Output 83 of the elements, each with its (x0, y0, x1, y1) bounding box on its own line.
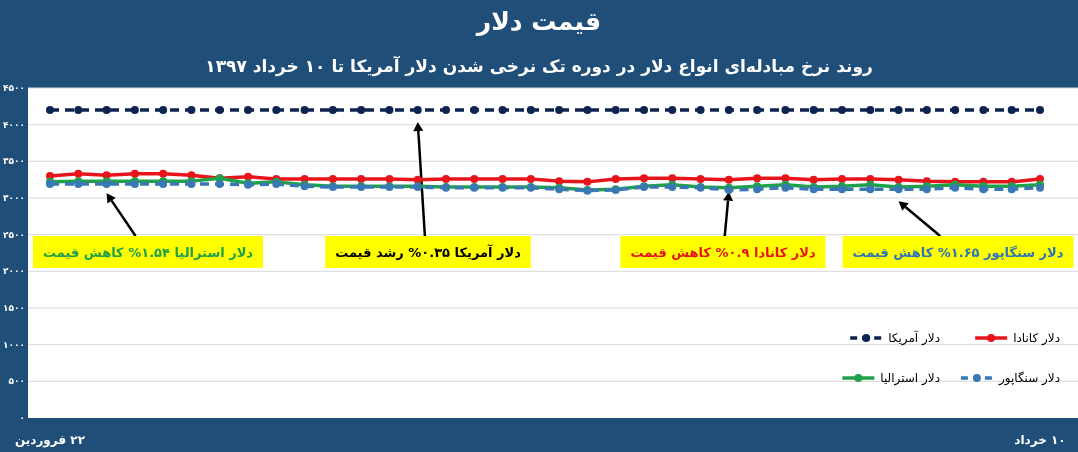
point (838, 174, 846, 183)
y-tick-label: ۵۰۰ (8, 376, 25, 387)
point (526, 174, 535, 183)
point (809, 175, 818, 184)
y-tick-label: ۳۵۰۰ (3, 156, 25, 167)
point (526, 106, 535, 114)
point (130, 169, 139, 178)
point (385, 106, 394, 114)
point (130, 106, 139, 114)
point (724, 106, 733, 114)
y-tick-label: ۲۵۰۰ (3, 229, 25, 240)
point (470, 106, 479, 114)
annotation: دلار سنگاپور ۱.۶۵% کاهش قیمت (852, 245, 1064, 260)
point (866, 106, 875, 114)
point (413, 106, 422, 114)
point (640, 174, 648, 183)
point (442, 174, 450, 183)
point (470, 174, 479, 183)
point (385, 174, 394, 183)
point (781, 174, 790, 183)
legend-label: دلار کانادا (1013, 331, 1060, 346)
point (328, 106, 337, 114)
point (640, 106, 648, 114)
point (300, 106, 309, 114)
point (1036, 106, 1044, 114)
point (46, 106, 54, 114)
point (1007, 106, 1016, 114)
point (498, 174, 507, 183)
point (74, 169, 83, 178)
point (413, 175, 422, 184)
point (357, 174, 366, 183)
point (866, 185, 875, 194)
annotation: دلار استرالیا ۱.۵۴% کاهش قیمت (42, 245, 254, 260)
y-tick-label: ۴۵۰۰ (3, 83, 25, 93)
x-tick-label: ۲۲ فروردین (15, 433, 86, 448)
point (611, 106, 620, 114)
point (781, 106, 790, 114)
point (215, 106, 224, 114)
point (442, 106, 450, 114)
annotation: دلار آمریکا ۰.۳۵% رشد قیمت (335, 244, 522, 260)
legend-label: دلار استرالیا (880, 371, 940, 386)
legend-label: دلار سنگاپور (997, 371, 1060, 386)
point (922, 106, 931, 114)
point (357, 106, 366, 114)
point (583, 177, 592, 186)
chart-title: قیمت دلار (474, 7, 602, 36)
point (583, 106, 592, 114)
point (894, 106, 903, 114)
point (187, 106, 196, 114)
point (696, 106, 705, 114)
point (244, 106, 252, 114)
point (272, 106, 281, 114)
point (696, 174, 705, 183)
point (498, 106, 507, 114)
y-tick-label: ۴۰۰۰ (3, 119, 25, 130)
point (215, 180, 224, 189)
point (668, 174, 677, 183)
point (668, 106, 677, 114)
point (74, 106, 83, 114)
annotation: دلار کانادا ۰.۹% کاهش قیمت (630, 245, 816, 260)
point (102, 106, 111, 114)
point (328, 174, 337, 183)
point (555, 106, 564, 114)
legend-label: دلار آمریکا (888, 330, 940, 346)
point (555, 177, 564, 186)
point (753, 174, 762, 183)
chart-subtitle: روند نرخ مبادله‌ای انواع دلار در دوره تک نرخی شدن دلار آمریکا تا ۱۰ خرداد ۱۳۹۷ (205, 55, 873, 77)
y-tick-label: ۱۵۰۰ (3, 303, 25, 313)
x-tick-label: ۱۰ خرداد (1014, 433, 1066, 447)
y-tick-label: ۲۰۰۰ (3, 266, 25, 277)
y-tick-label: ۱۰۰۰ (3, 339, 25, 350)
point (838, 106, 846, 114)
y-tick-label: ۰ (19, 413, 25, 423)
point (809, 106, 818, 114)
point (611, 174, 620, 183)
point (979, 106, 988, 114)
point (159, 106, 168, 114)
point (753, 106, 762, 114)
point (724, 175, 733, 184)
point (159, 169, 168, 178)
point (894, 175, 903, 184)
y-tick-label: ۳۰۰۰ (3, 193, 25, 203)
point (951, 106, 960, 114)
